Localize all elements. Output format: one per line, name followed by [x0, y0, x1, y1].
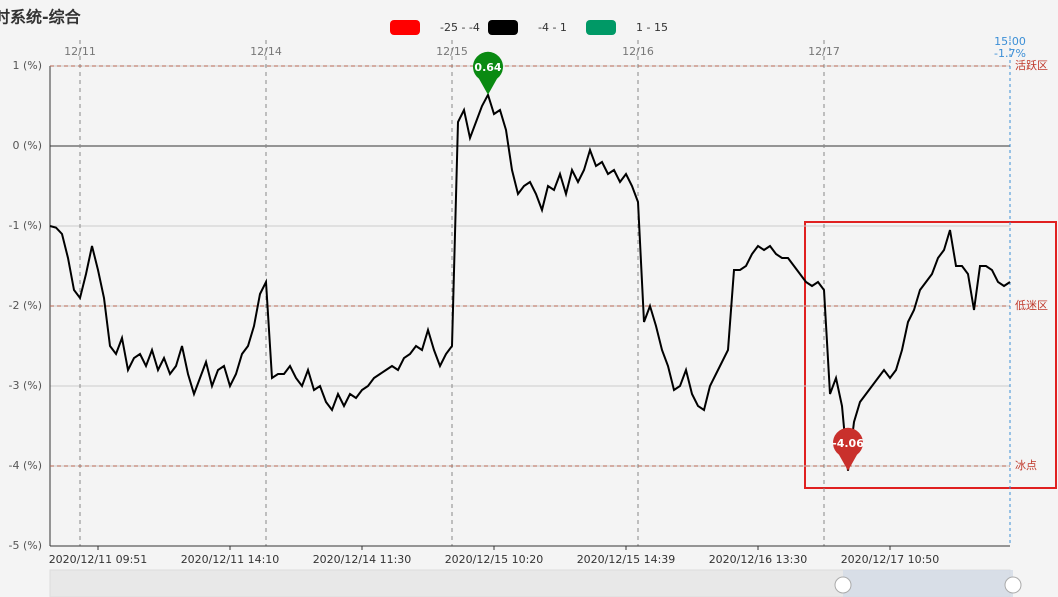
- slider-handle[interactable]: [834, 576, 852, 594]
- y-tick-label: 0 (%): [12, 139, 42, 152]
- y-tick-label: -1 (%): [9, 219, 43, 232]
- highlight-box: [804, 221, 1057, 489]
- legend-swatch: [488, 20, 518, 35]
- day-label: 12/15: [436, 45, 468, 58]
- slider-handle[interactable]: [1004, 576, 1022, 594]
- pin-label: 0.64: [474, 61, 501, 74]
- x-tick-label: 2020/12/11 14:10: [181, 553, 280, 566]
- y-tick-label: -5 (%): [9, 539, 43, 552]
- day-label: 12/16: [622, 45, 654, 58]
- y-tick-label: 1 (%): [12, 59, 42, 72]
- legend-swatch: [390, 20, 420, 35]
- pin-shape: [473, 51, 503, 95]
- zoom-slider: [49, 569, 1022, 597]
- x-tick-label: 2020/12/11 09:51: [49, 553, 148, 566]
- end-time: 15:00: [994, 35, 1026, 48]
- x-tick-label: 2020/12/16 13:30: [709, 553, 808, 566]
- slider-window[interactable]: [843, 570, 1013, 597]
- y-tick-label: -4 (%): [9, 459, 43, 472]
- pin-shape: [833, 427, 863, 471]
- mark-line-label: 冰点: [1015, 459, 1037, 472]
- y-tick-label: -2 (%): [9, 299, 43, 312]
- legend-label: -4 - 1: [538, 21, 567, 34]
- x-tick-label: 2020/12/14 11:30: [313, 553, 412, 566]
- legend-label: -25 - -4: [440, 21, 480, 34]
- end-value: -1.7%: [994, 47, 1026, 60]
- day-label: 12/11: [64, 45, 96, 58]
- pin-label: -4.06: [832, 437, 864, 450]
- mark-line-label: 低迷区: [1015, 299, 1048, 312]
- legend-swatch: [586, 20, 616, 35]
- x-tick-label: 2020/12/15 14:39: [577, 553, 676, 566]
- day-label: 12/17: [808, 45, 840, 58]
- mark-pin: -4.06: [832, 427, 864, 471]
- mark-pin: 0.64: [473, 51, 503, 95]
- x-tick-label: 2020/12/17 10:50: [841, 553, 940, 566]
- y-tick-label: -3 (%): [9, 379, 43, 392]
- mark-line-label: 活跃区: [1015, 58, 1048, 72]
- legend-label: 1 - 15: [636, 21, 668, 34]
- day-label: 12/14: [250, 45, 282, 58]
- x-tick-label: 2020/12/15 10:20: [445, 553, 544, 566]
- chart-title: 时系统-综合: [0, 8, 82, 27]
